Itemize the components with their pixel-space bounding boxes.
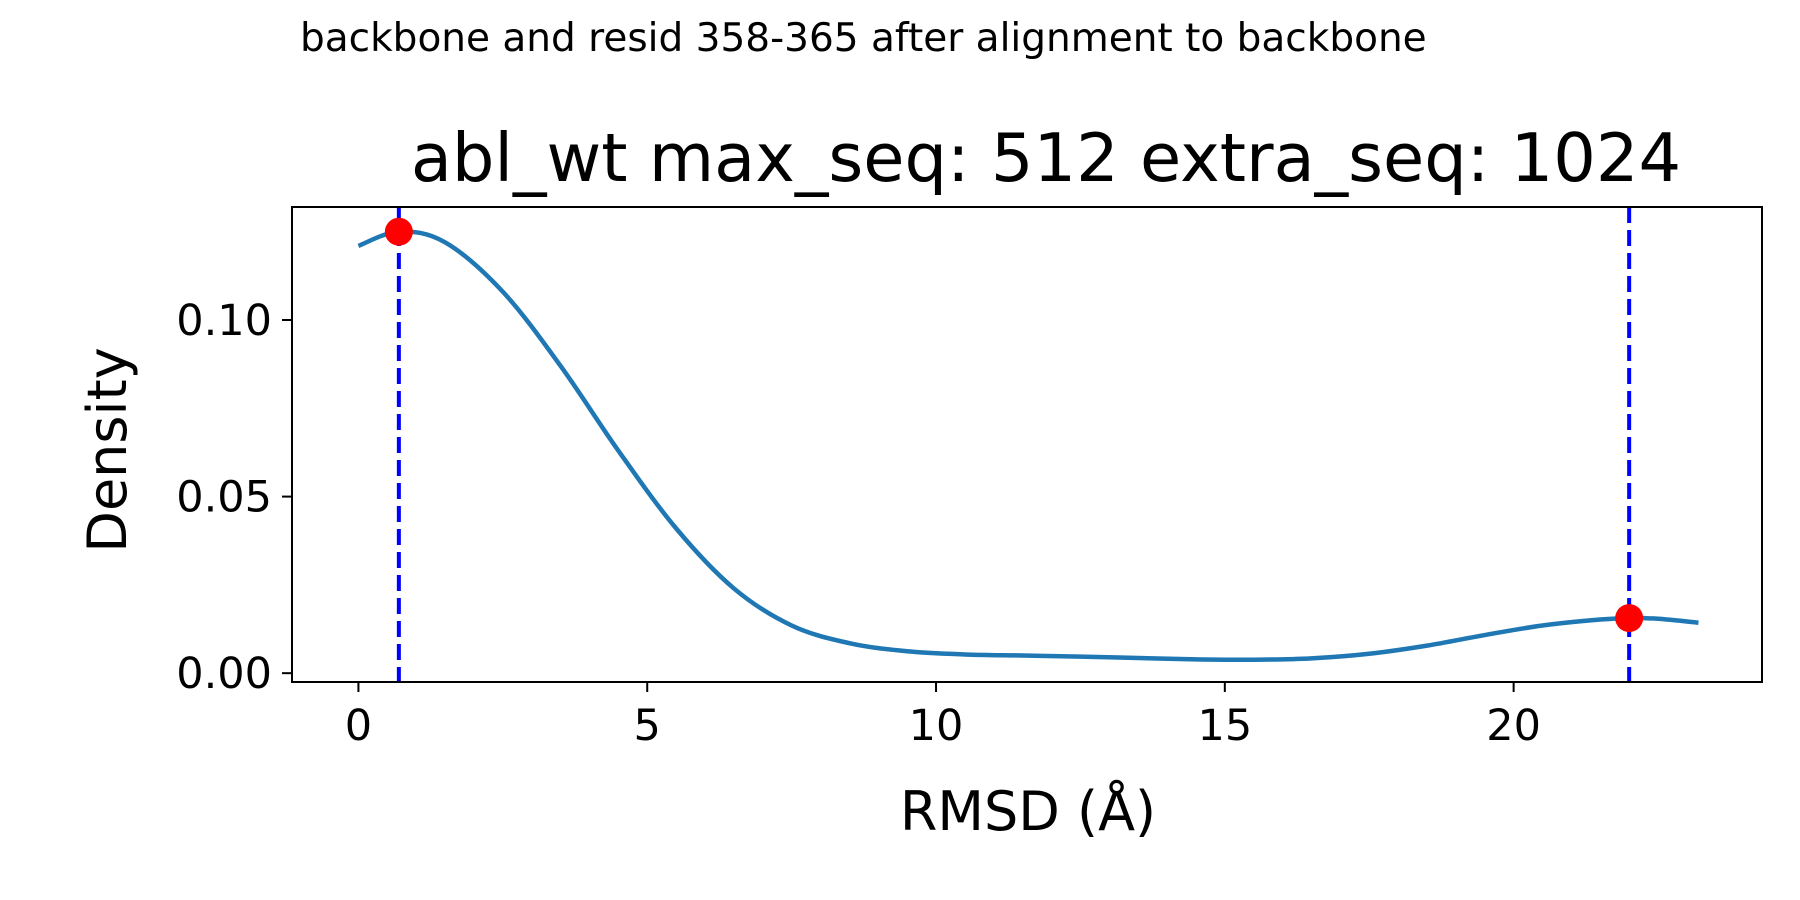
x-tick-label-4: 20 [1486,701,1541,751]
chart-title: abl_wt max_seq: 512 extra_seq: 1024 [411,119,1681,197]
peak-marker-0 [384,217,413,246]
x-tick-label-1: 5 [634,701,661,751]
y-tick-label-0: 0.00 [176,649,272,699]
x-axis-label: RMSD (Å) [900,779,1156,843]
y-tick-label-2: 0.10 [176,296,272,346]
plot-area-frame [291,206,1763,683]
x-tick-label-2: 10 [909,701,964,751]
x-tick-label-3: 15 [1197,701,1252,751]
density-curve-0 [357,229,1699,663]
figure-suptitle: backbone and resid 358-365 after alignme… [300,16,1427,61]
y-tick-label-1: 0.05 [176,473,272,523]
y-axis-label: Density [76,347,139,552]
x-tick-label-0: 0 [345,701,372,751]
peak-marker-1 [1615,604,1644,633]
